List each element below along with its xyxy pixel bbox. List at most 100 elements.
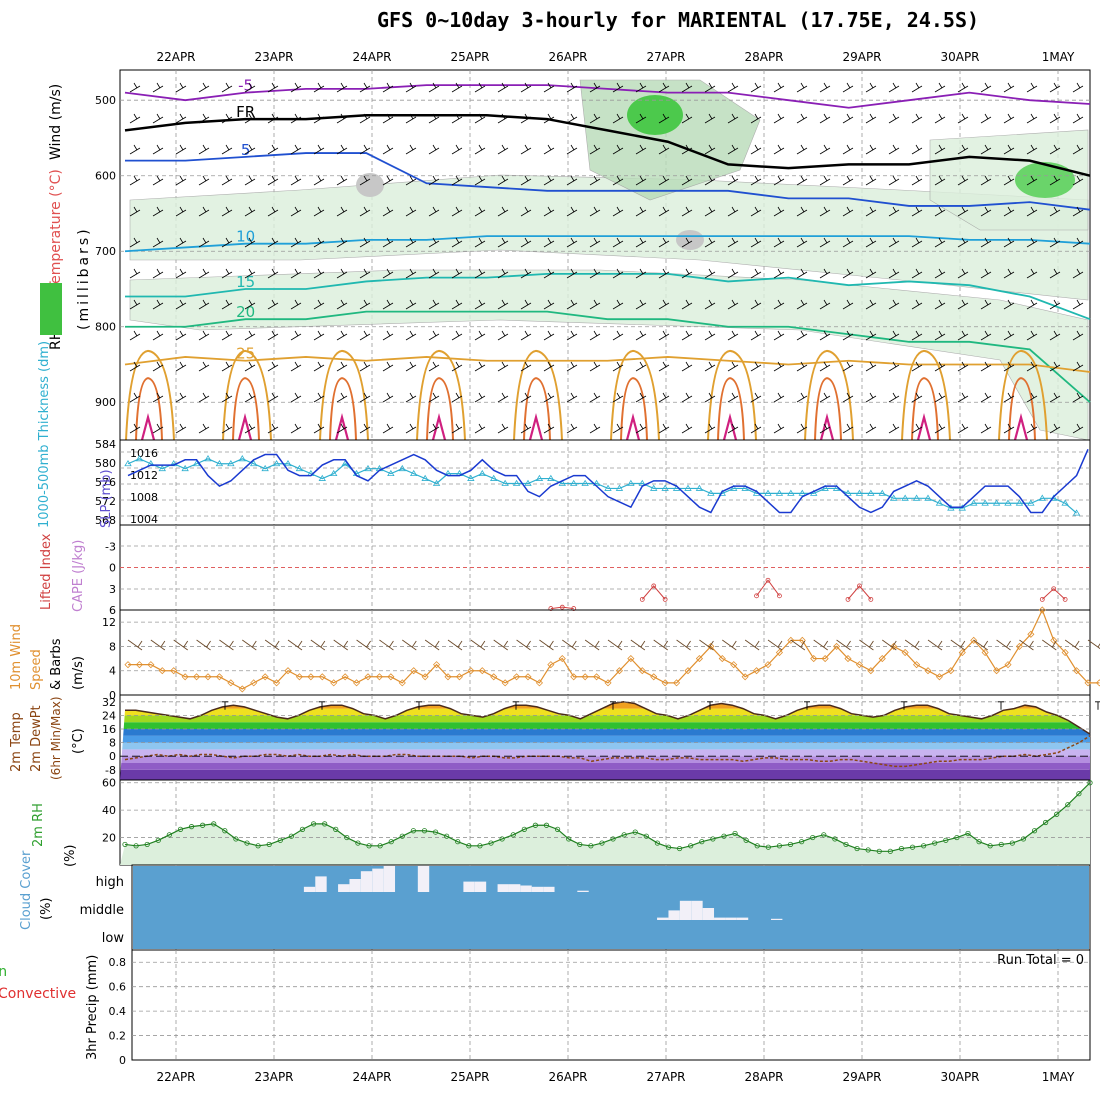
surface-warm-contour — [804, 349, 854, 441]
wind-barb — [1072, 299, 1084, 310]
wind-barb — [566, 82, 578, 93]
wind-barb — [589, 299, 601, 310]
wind-barb — [612, 206, 624, 217]
rh-marker — [1087, 780, 1093, 786]
wind-barb — [290, 268, 302, 279]
thickness-marker — [512, 479, 521, 486]
wind-barb — [842, 144, 854, 155]
wind-barb — [796, 113, 808, 124]
wind10-ylabel: 10m Wind Speed & Barbs (m/s) — [9, 624, 86, 690]
wind-barb — [198, 113, 210, 124]
cloud-bar-middle — [714, 917, 726, 920]
wind-barb — [290, 299, 302, 310]
wind-barb — [267, 392, 279, 403]
cloud-bar-middle — [771, 918, 783, 920]
surface-hot-contour — [232, 377, 260, 441]
wind-barb-10m — [882, 639, 897, 651]
rh-marker — [732, 830, 738, 837]
wind-barb — [566, 144, 578, 155]
surface-hot-contour — [135, 377, 163, 441]
wind-barb — [750, 392, 762, 403]
wind-barb — [1049, 361, 1061, 372]
precip-tick-label: 0 — [119, 1054, 126, 1067]
wind-barb — [198, 361, 210, 372]
wind-barb — [129, 330, 141, 341]
wind-barb — [1003, 361, 1015, 372]
wind-barb — [221, 113, 233, 124]
cloud-bar-middle — [657, 917, 669, 920]
temp-tick-label: 24 — [102, 709, 116, 722]
wind-barb — [198, 423, 210, 434]
wind-speed-marker — [764, 661, 772, 669]
wind-barb-10m — [150, 639, 166, 651]
rh-marker — [211, 821, 217, 827]
wind-barb-10m — [196, 639, 211, 651]
wind-barb — [175, 113, 187, 124]
rh-ylabel: 2m RH (%) — [31, 803, 78, 867]
wind-barb — [1026, 82, 1038, 93]
wind-barb — [221, 268, 233, 279]
wind-barb — [336, 268, 348, 279]
rh-marker — [577, 841, 583, 848]
wind-barb — [1049, 144, 1061, 155]
wind-barb — [865, 423, 877, 434]
wind-barb — [1003, 299, 1015, 310]
surface-hot-contour — [329, 377, 357, 441]
wind-barb — [175, 299, 187, 310]
surface-hot-contour — [426, 377, 454, 441]
wind-barb — [658, 206, 670, 217]
wind-barb — [750, 268, 762, 279]
wind-barb — [727, 423, 739, 434]
temperature-contour — [125, 272, 1091, 321]
rh-marker — [1031, 828, 1038, 834]
wind-barb — [1049, 206, 1061, 217]
surface-hot-contour — [1008, 377, 1036, 441]
wind-speed-marker — [478, 667, 486, 675]
thickness-marker — [844, 489, 852, 496]
rh-marker — [688, 843, 694, 849]
contour-label: 15 — [236, 273, 255, 291]
wind-barb — [888, 113, 900, 124]
rh-marker — [188, 824, 195, 830]
temp-band — [120, 695, 1090, 702]
wind-speed-marker — [387, 673, 395, 681]
cloud-bar-middle — [691, 900, 703, 920]
thickness-line — [127, 458, 1077, 514]
wind-speed-tick-label: 4 — [109, 665, 116, 678]
wind-barb — [290, 206, 302, 217]
wind-barb-10m — [630, 639, 646, 651]
thickness-marker — [878, 489, 886, 496]
wind-barb — [129, 237, 141, 248]
date-label-bottom: 23APR — [254, 1070, 293, 1084]
wind-barb-10m — [562, 639, 577, 651]
cloud-bar-high — [360, 871, 373, 892]
cape-marker — [1039, 596, 1045, 602]
wind-speed-marker — [398, 679, 406, 687]
wind-barb — [428, 113, 440, 124]
temp-band — [120, 735, 1090, 743]
wind-barb — [842, 299, 854, 310]
wind-barb — [796, 423, 808, 434]
temp-max-marker — [707, 701, 713, 710]
wind-barb — [267, 330, 279, 341]
date-label-bottom: 24APR — [352, 1070, 391, 1084]
wind-barb — [336, 330, 348, 341]
wind-speed-marker — [718, 655, 726, 663]
wind-speed-marker — [158, 667, 166, 675]
wind-barb — [129, 299, 141, 310]
wind-speed-marker — [1084, 679, 1092, 687]
cloud-bar-high — [474, 881, 487, 892]
wind-barb — [175, 423, 187, 434]
wind-barb-10m — [356, 639, 371, 651]
wind-speed-marker — [650, 673, 658, 681]
wind-barb — [819, 175, 831, 186]
wind-barb — [819, 361, 831, 372]
wind-barb — [221, 361, 233, 372]
wind-barb — [152, 206, 164, 217]
wind-barb — [589, 330, 601, 341]
wind-barb — [428, 268, 440, 279]
wind-barb — [244, 392, 256, 403]
wind-barb — [566, 237, 578, 248]
temp-tick-label: 32 — [102, 696, 116, 709]
